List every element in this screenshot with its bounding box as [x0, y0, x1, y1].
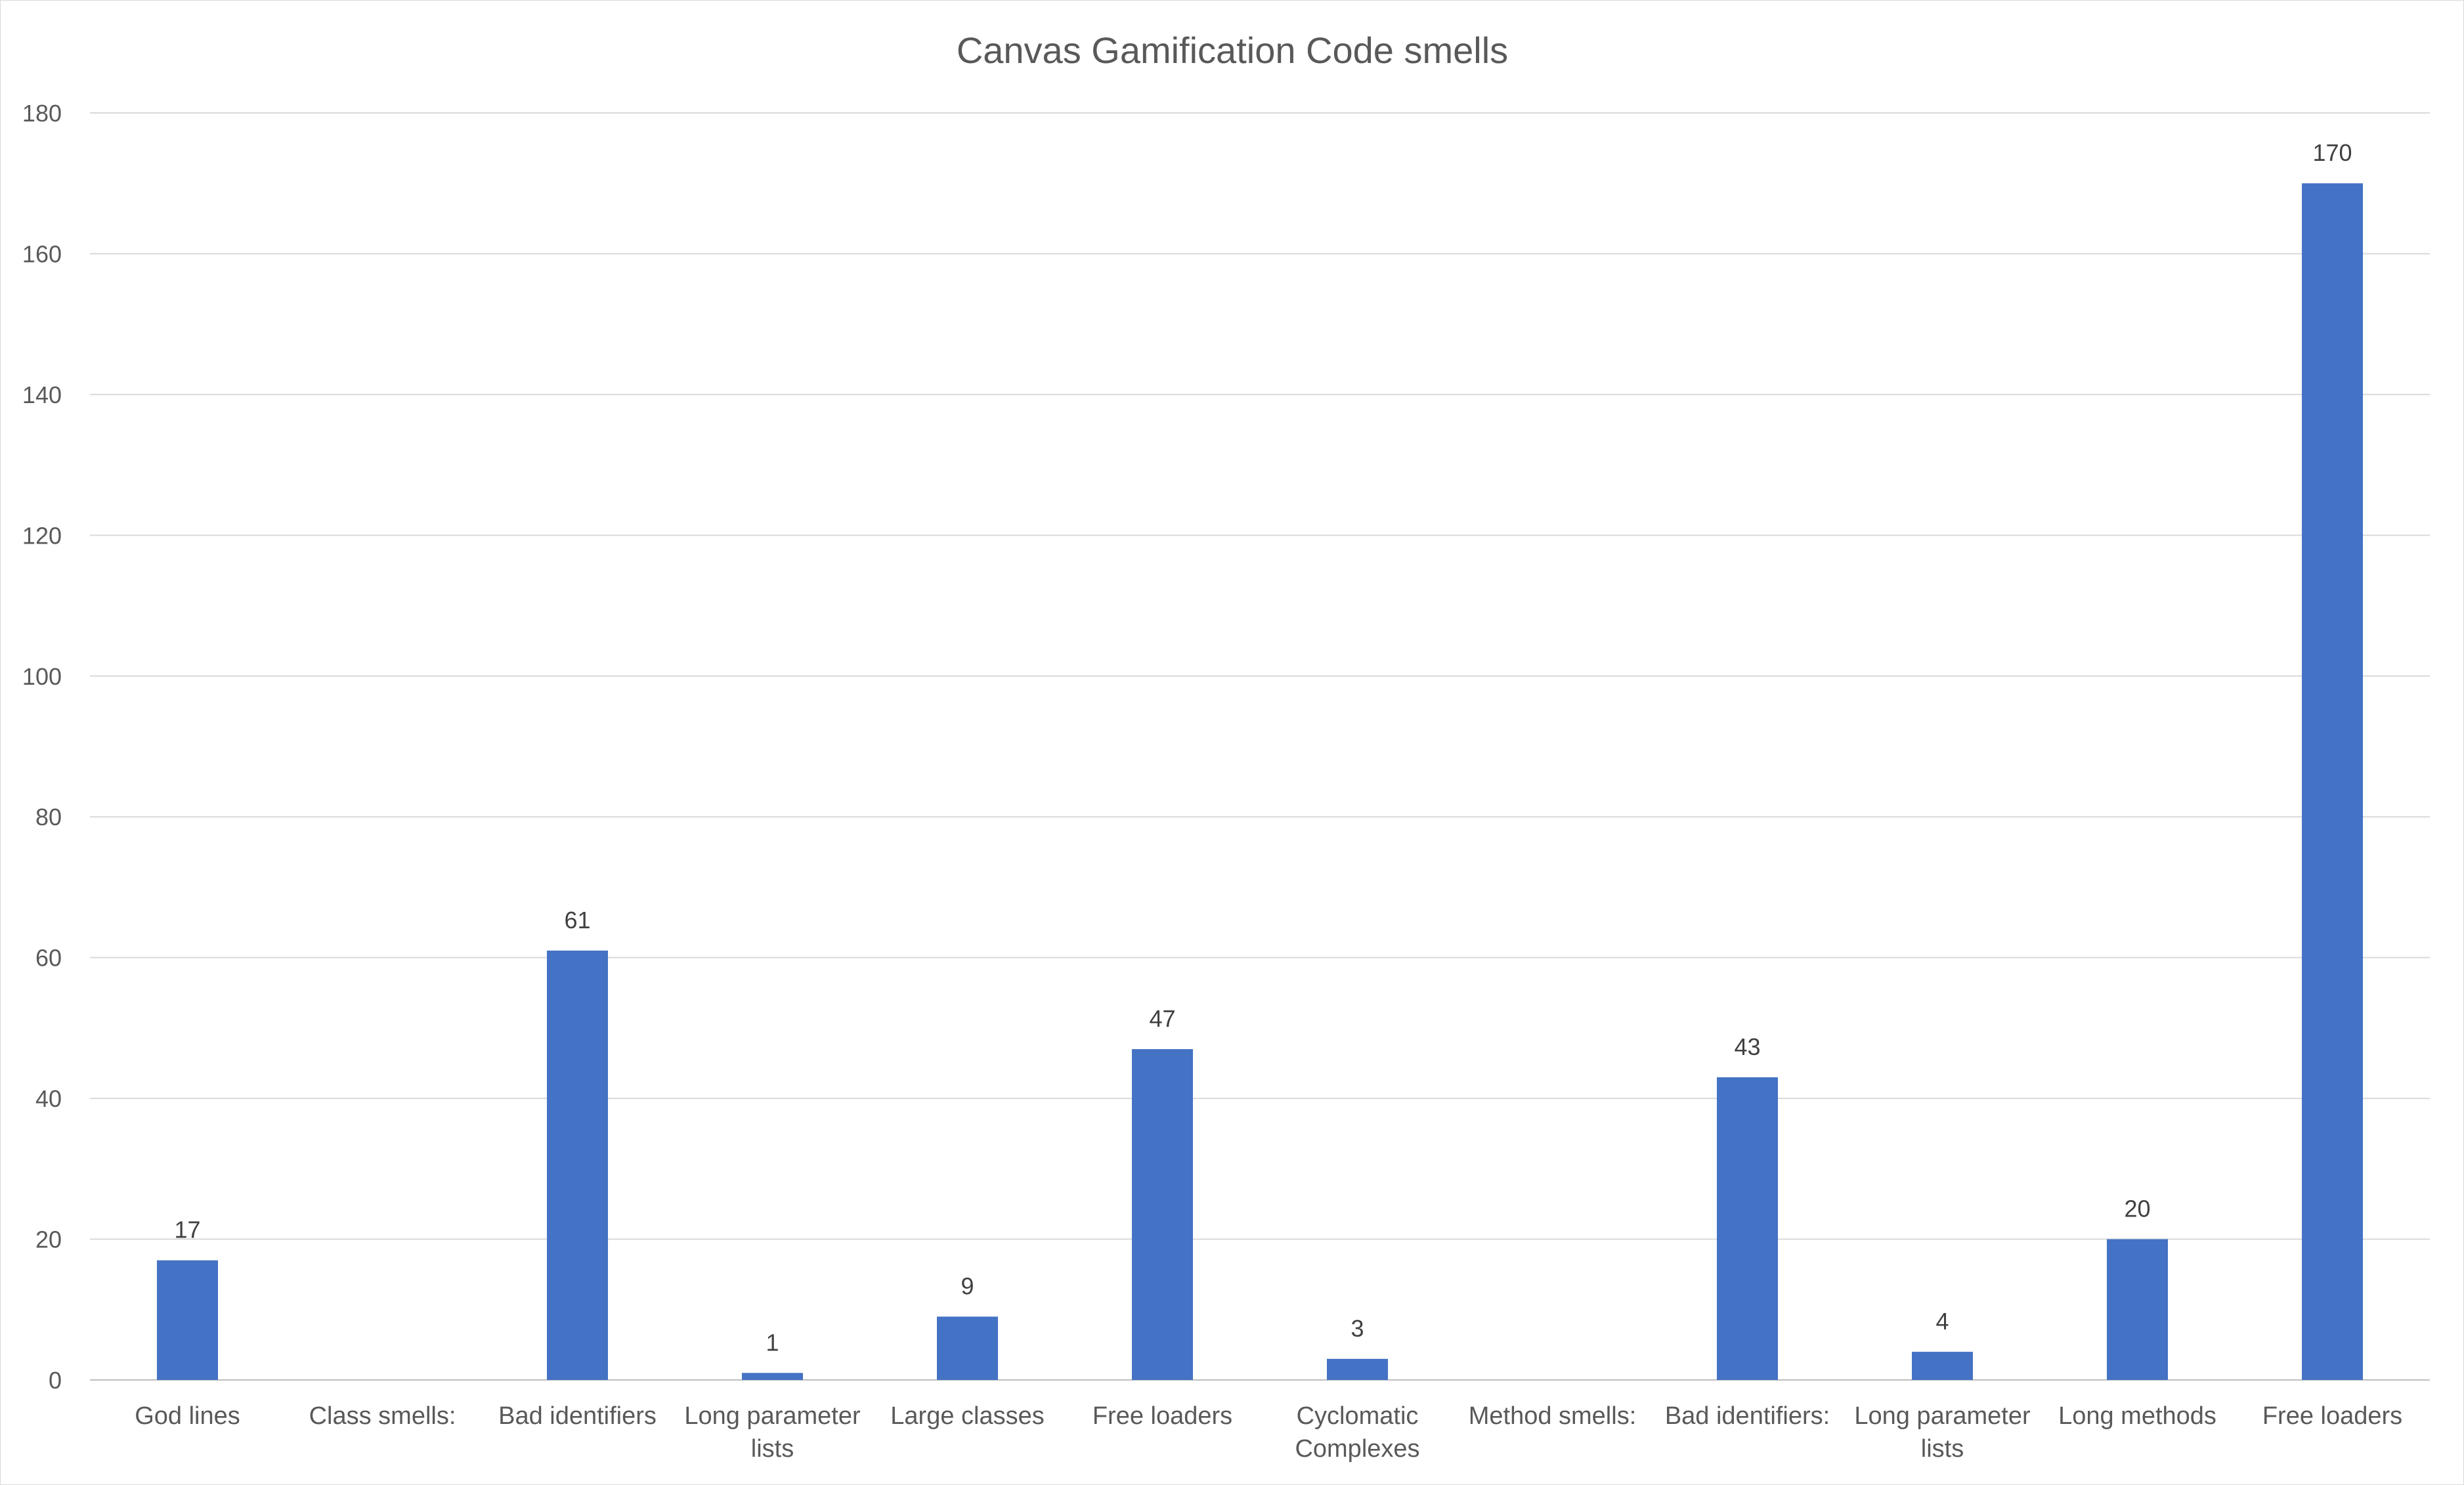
x-category-label: Large classes [890, 1402, 1044, 1430]
bar [2107, 1239, 2168, 1380]
x-category-label: Bad identifiers: [1665, 1402, 1830, 1430]
x-category-label: Long parameter lists [1854, 1402, 2031, 1463]
bar [2302, 183, 2363, 1381]
y-tick-label: 120 [22, 522, 62, 549]
bar [1912, 1352, 1973, 1380]
data-label: 47 [1149, 1005, 1175, 1032]
bar [1132, 1049, 1193, 1380]
y-tick-label: 180 [22, 100, 62, 127]
data-label: 170 [2312, 139, 2352, 166]
data-label: 43 [1734, 1033, 1760, 1060]
data-label: 1 [766, 1329, 779, 1356]
bar [1717, 1077, 1778, 1380]
x-category-label: Free loaders [1092, 1402, 1232, 1430]
bar [1327, 1358, 1388, 1380]
x-category-label: Method smells: [1469, 1402, 1637, 1430]
y-axis-ticks: 0 20 40 60 80 100 120 140 160 180 [22, 100, 62, 1394]
data-label: 4 [1935, 1308, 1949, 1335]
y-tick-label: 100 [22, 663, 62, 690]
data-label: 61 [564, 907, 590, 934]
x-category-label: Long methods [2058, 1402, 2216, 1430]
bar [937, 1316, 998, 1380]
y-tick-label: 160 [22, 240, 62, 267]
chart-title: Canvas Gamification Code smells [957, 30, 1508, 71]
y-tick-label: 20 [35, 1226, 62, 1253]
y-tick-label: 0 [49, 1367, 62, 1394]
x-category-label: Long parameter lists [684, 1402, 861, 1463]
x-category-label: Cyclomatic Complexes [1295, 1402, 1419, 1463]
gridlines [90, 112, 2430, 1381]
x-category-label: Free loaders [2262, 1402, 2402, 1430]
y-tick-label: 140 [22, 381, 62, 408]
data-label: 17 [174, 1216, 200, 1243]
bars [157, 183, 2363, 1381]
y-tick-label: 80 [35, 804, 62, 830]
bar [157, 1260, 218, 1380]
bar [547, 950, 608, 1380]
x-category-label: Bad identifiers [498, 1402, 657, 1430]
x-category-label: God lines [135, 1402, 240, 1430]
data-label: 9 [961, 1273, 974, 1300]
x-axis-categories: God lines Class smells: Bad identifiers Lon… [135, 1402, 2402, 1463]
data-labels: 17 61 1 9 47 3 43 4 20 170 [174, 139, 2352, 1356]
y-tick-label: 60 [35, 945, 62, 972]
data-label: 3 [1351, 1315, 1364, 1342]
bar [742, 1373, 803, 1380]
data-label: 20 [2124, 1195, 2150, 1222]
x-category-label: Class smells: [309, 1402, 456, 1430]
y-tick-label: 40 [35, 1085, 62, 1112]
